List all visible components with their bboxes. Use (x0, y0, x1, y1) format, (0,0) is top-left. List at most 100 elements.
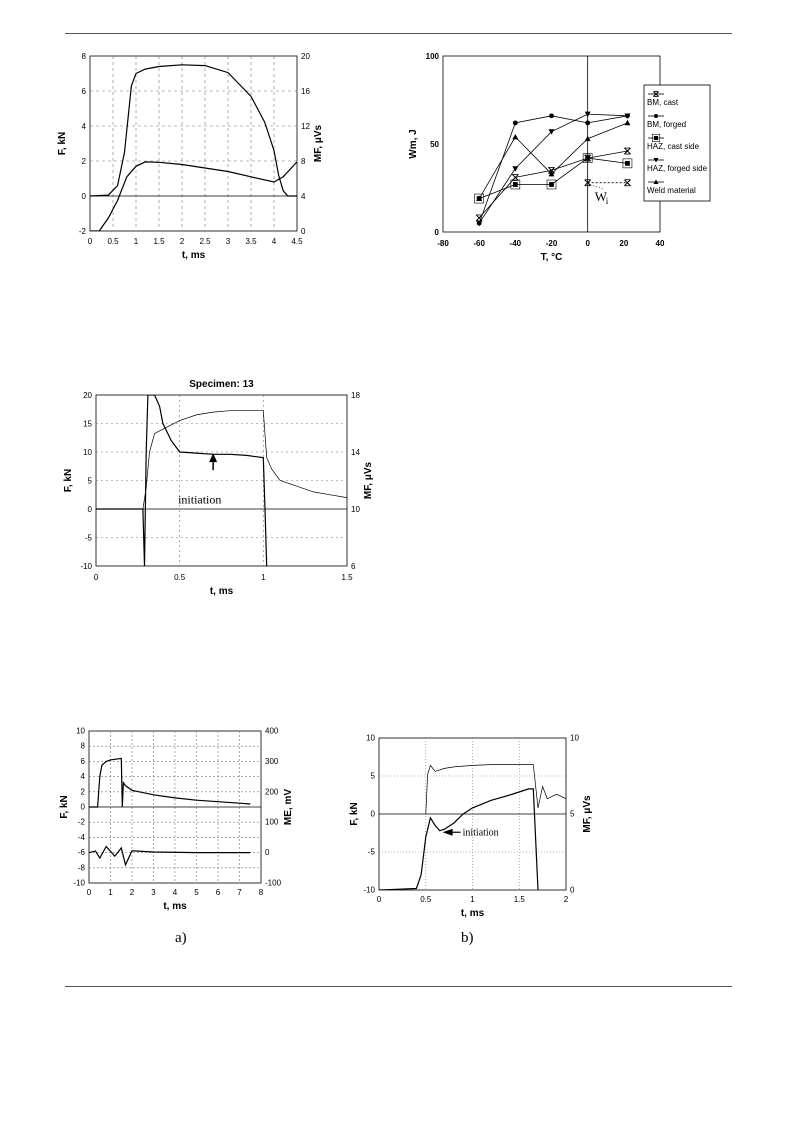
c2-x-tick-label: -80 (437, 239, 449, 248)
c2-point-triangle-up (584, 135, 591, 142)
c1-y-tick-label: 6 (82, 87, 87, 96)
c4-x-tick-label: 8 (259, 888, 264, 897)
c1-series-line-1 (90, 161, 297, 231)
c5-series-line-0 (379, 788, 539, 890)
c3-y2-tick-label: 14 (351, 448, 360, 457)
c5-y-tick-label: -10 (363, 885, 375, 894)
c4-x-tick-label: 7 (237, 888, 242, 897)
c1-x-tick-label: 2.5 (199, 237, 211, 246)
c5-y-tick-label: 0 (371, 809, 376, 818)
c2-point-square-outline (510, 179, 521, 190)
c2-legend-marker-square-outline (651, 133, 661, 143)
c3-y-tick-label: 15 (83, 420, 92, 429)
c3-x-tick-label: 1.5 (341, 573, 353, 582)
c1-y2-tick-label: 0 (301, 227, 306, 236)
c2-point-circle (585, 120, 591, 126)
c5-y-axis-label: F, kN (349, 802, 360, 825)
c1-x-tick-label: 4 (272, 237, 277, 246)
c5-x-tick-label: 2 (564, 895, 569, 904)
c4-y-tick-label: 2 (81, 787, 86, 796)
bottom-rule (65, 986, 732, 987)
c5-x-tick-label: 1.5 (514, 895, 526, 904)
c1-x-tick-label: 0 (88, 237, 93, 246)
c4-y-tick-label: -4 (78, 833, 86, 842)
c2-point-circle (549, 113, 554, 119)
c4-y2-tick-label: 400 (265, 726, 279, 735)
c1-y-axis-label: F, kN (57, 132, 68, 155)
c2-point-square (549, 182, 554, 187)
c5-annotation-label: initiation (463, 828, 499, 839)
c4-y2-axis-label: ME, mV (283, 789, 294, 825)
c1-y-tick-label: 0 (82, 192, 87, 201)
c1-y2-tick-label: 8 (301, 157, 306, 166)
c1-x-tick-label: 3.5 (245, 237, 257, 246)
c4-x-tick-label: 3 (151, 888, 156, 897)
c2-legend-label: Weld material (647, 186, 696, 195)
c2-x-tick-label: 0 (585, 239, 590, 248)
c3-y-tick-label: 10 (83, 448, 92, 457)
c4-series-line-1 (89, 845, 251, 867)
c2-annotation-leader (589, 184, 603, 190)
c2-point-square-outline (474, 193, 484, 204)
c4-x-tick-label: 6 (216, 888, 221, 897)
c2-legend-label: HAZ, forged side (647, 164, 708, 173)
c4-x-tick-label: 0 (87, 888, 92, 897)
c3-y2-tick-label: 6 (351, 562, 356, 571)
top-rule (65, 33, 732, 34)
c2-y-tick-label: 100 (426, 52, 440, 61)
c2-annotation-label: W (595, 189, 608, 204)
c5-y2-axis-label: MF, μVs (582, 795, 593, 833)
c2-point-triangle-up (548, 170, 555, 177)
c3-y2-tick-label: 10 (351, 505, 360, 514)
c4-y-tick-label: 6 (81, 757, 86, 766)
c2-point-triangle-up (512, 133, 519, 140)
c5-y2-tick-label: 10 (570, 733, 579, 742)
c2-point-square (585, 155, 591, 161)
c4-x-axis-label: t, ms (163, 901, 187, 912)
c3-title: Specimen: 13 (189, 379, 254, 390)
c2-legend-label: BM, forged (647, 120, 686, 129)
c3-arrow-head (209, 453, 218, 463)
caption-a: a) (175, 930, 187, 946)
c4-y-tick-label: 10 (76, 726, 85, 735)
c1-x-tick-label: 2 (180, 237, 185, 246)
c3-x-tick-label: 1 (261, 573, 266, 582)
c1-x-tick-label: 0.5 (107, 237, 119, 246)
c1-x-tick-label: 4.5 (291, 237, 303, 246)
c2-y-axis-label: Wm, J (408, 129, 419, 158)
c5-x-tick-label: 0 (377, 895, 382, 904)
c4-y-tick-label: 0 (81, 802, 86, 811)
c1-y2-tick-label: 12 (301, 122, 310, 131)
c2-point-triangle-down (624, 113, 631, 119)
c1-x-tick-label: 1 (134, 237, 139, 246)
c2-point-square-outline (622, 158, 633, 169)
c1-y2-tick-label: 20 (301, 52, 310, 61)
c2-x-axis-label: T, °C (541, 252, 563, 263)
c2-point-triangle-down (512, 166, 519, 172)
c2-point-triangle-down (476, 220, 483, 227)
c2-x-tick-label: -40 (510, 239, 522, 248)
c2-point-square-outline (582, 153, 593, 163)
c2-annotation-subscript: i (606, 196, 609, 206)
c1-y2-tick-label: 4 (301, 192, 306, 201)
c2-y-tick-label: 0 (435, 228, 440, 237)
c5-x-tick-label: 0.5 (420, 895, 432, 904)
c3-series-line-1 (96, 410, 347, 510)
c3-y2-axis-label: MF, μVs (363, 461, 374, 499)
c2-legend-marker-square (654, 136, 658, 140)
c4-y2-tick-label: -100 (265, 878, 282, 887)
c1-series-line-0 (90, 64, 297, 197)
c2-point-circle (512, 120, 518, 126)
caption-b: b) (461, 930, 474, 946)
c4-y-axis-label: F, kN (59, 795, 70, 818)
c2-point-triangle-down (548, 129, 555, 135)
c2-legend-marker-x-b (653, 91, 659, 97)
c2-point-square (512, 182, 518, 187)
c2-legend-marker-circle (654, 114, 658, 118)
c5-arrow-head (442, 828, 453, 836)
c1-y-tick-label: -2 (79, 227, 87, 236)
c2-legend-marker-triangle-up (653, 179, 659, 184)
c1-y-tick-label: 8 (82, 52, 87, 61)
c2-point-x-b (475, 214, 483, 222)
c2-y-tick-label: 50 (430, 140, 439, 149)
